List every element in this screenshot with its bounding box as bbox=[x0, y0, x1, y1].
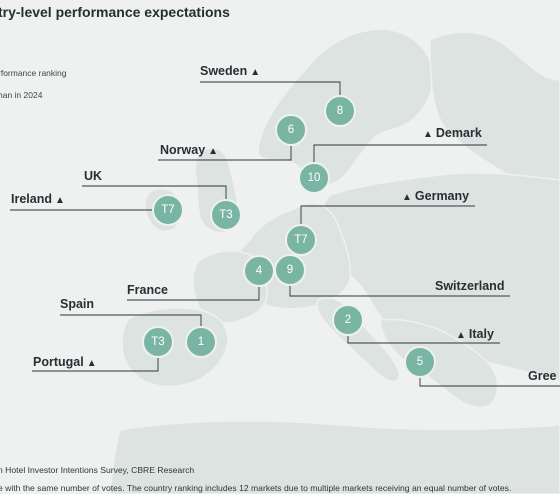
country-name: Norway bbox=[160, 143, 206, 157]
legend-comparison: han in 2024 bbox=[0, 90, 43, 100]
rank-badge-sweden: 8 bbox=[324, 95, 356, 127]
country-name: Germany bbox=[414, 189, 470, 203]
up-triangle-icon: ▲ bbox=[456, 330, 466, 341]
country-name: Gree bbox=[528, 369, 557, 383]
footnote: e with the same number of votes. The cou… bbox=[0, 483, 512, 493]
norway-connector bbox=[158, 142, 292, 161]
country-label-gree: Gree bbox=[528, 369, 557, 383]
rank-badge-ireland: T7 bbox=[152, 194, 184, 226]
rank-badge-france: 4 bbox=[243, 255, 275, 287]
connector-lines bbox=[10, 81, 560, 387]
country-label-germany: ▲ Germany bbox=[399, 189, 469, 203]
italy-connector bbox=[347, 333, 500, 344]
country-label-uk: UK bbox=[84, 169, 102, 183]
country-label-spain: Spain bbox=[60, 297, 94, 311]
country-name: Spain bbox=[60, 297, 95, 311]
country-name: Ireland bbox=[11, 192, 52, 206]
sweden-connector bbox=[200, 81, 341, 100]
rank-badge-italy: 2 bbox=[332, 304, 364, 336]
country-label-sweden: Sweden ▲ bbox=[200, 64, 263, 78]
country-label-italy: ▲ Italy bbox=[453, 327, 494, 341]
page-title: try-level performance expectations bbox=[0, 4, 230, 20]
country-label-france: France bbox=[127, 283, 168, 297]
up-triangle-icon: ▲ bbox=[423, 129, 433, 140]
legend-ranking: rformance ranking bbox=[0, 68, 67, 78]
rank-badge-uk: T3 bbox=[210, 199, 242, 231]
up-triangle-icon: ▲ bbox=[208, 146, 219, 157]
spain-connector bbox=[60, 314, 202, 327]
country-name: Portugal bbox=[33, 355, 84, 369]
country-name: Italy bbox=[468, 327, 494, 341]
france-connector bbox=[127, 284, 260, 301]
rank-badge-switzerland: 9 bbox=[274, 254, 306, 286]
up-triangle-icon: ▲ bbox=[55, 195, 65, 206]
up-triangle-icon: ▲ bbox=[86, 358, 97, 369]
uk-connector bbox=[82, 185, 227, 203]
north-africa-landmass bbox=[109, 420, 560, 494]
country-name: Sweden bbox=[200, 64, 248, 78]
country-name: Switzerland bbox=[435, 279, 505, 293]
greece-connector bbox=[419, 376, 560, 387]
source-note: n Hotel Investor Intentions Survey, CBRE… bbox=[0, 465, 195, 475]
country-name: France bbox=[127, 283, 168, 297]
country-label-demark: ▲ Demark bbox=[420, 126, 482, 140]
switzerland-connector bbox=[289, 283, 510, 297]
demark-connector bbox=[313, 144, 487, 168]
rank-badge-spain: 1 bbox=[185, 326, 217, 358]
germany-connector bbox=[300, 205, 475, 226]
up-triangle-icon: ▲ bbox=[250, 67, 261, 78]
country-name: Demark bbox=[435, 126, 482, 140]
country-label-switzerland: Switzerland bbox=[435, 279, 504, 293]
rank-badge-gree: 5 bbox=[404, 346, 436, 378]
portugal-connector bbox=[32, 356, 159, 372]
rank-badge-portugal: T3 bbox=[142, 326, 174, 358]
country-label-norway: Norway ▲ bbox=[160, 143, 221, 157]
rank-badge-germany: T7 bbox=[285, 224, 317, 256]
country-label-ireland: Ireland ▲ bbox=[11, 192, 68, 206]
rank-badge-demark: 10 bbox=[298, 162, 330, 194]
country-name: UK bbox=[84, 169, 103, 183]
rank-badge-norway: 6 bbox=[275, 114, 307, 146]
up-triangle-icon: ▲ bbox=[402, 192, 412, 203]
country-label-portugal: Portugal ▲ bbox=[33, 355, 100, 369]
